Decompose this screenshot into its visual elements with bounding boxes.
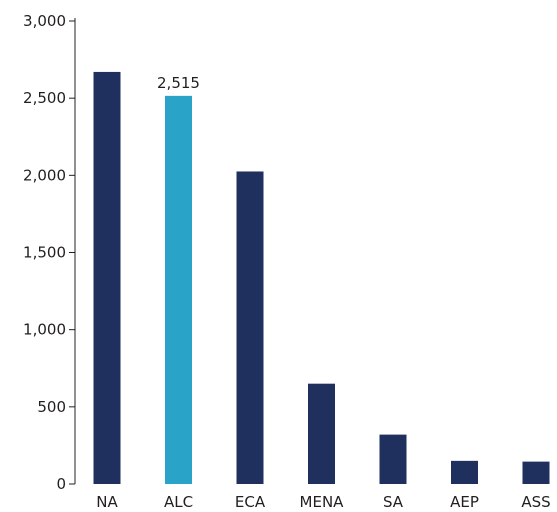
bars (93, 71, 550, 485)
bar-mena (308, 383, 335, 484)
y-tick-label: 2,500 (23, 89, 66, 107)
x-category-label: ASS (521, 493, 550, 511)
bar-aep (451, 460, 478, 484)
y-tick-label: 500 (37, 398, 66, 416)
y-axis-ticks: 0 500 1,000 1,500 2,000 2,500 3,000 (23, 12, 75, 493)
x-category-label: AEP (450, 493, 479, 511)
y-tick-label: 1,500 (23, 244, 66, 262)
bar-na (93, 71, 121, 485)
bar-alc (165, 95, 192, 484)
y-tick-label: 3,000 (23, 12, 66, 30)
x-category-label: ECA (235, 493, 266, 511)
data-labels: 2,515 (157, 74, 200, 92)
x-category-label: MENA (300, 493, 345, 511)
y-tick-label: 2,000 (23, 166, 66, 184)
y-tick-label: 0 (56, 475, 66, 493)
data-label: 2,515 (157, 74, 200, 92)
bar-ass (522, 461, 550, 484)
bar-eca (236, 171, 264, 484)
x-category-label: SA (383, 493, 404, 511)
x-axis-categories: NA ALC ECA MENA SA AEP ASS (96, 493, 550, 511)
x-category-label: ALC (164, 493, 193, 511)
bar-sa (379, 434, 407, 484)
x-category-label: NA (96, 493, 118, 511)
y-tick-label: 1,000 (23, 321, 66, 339)
